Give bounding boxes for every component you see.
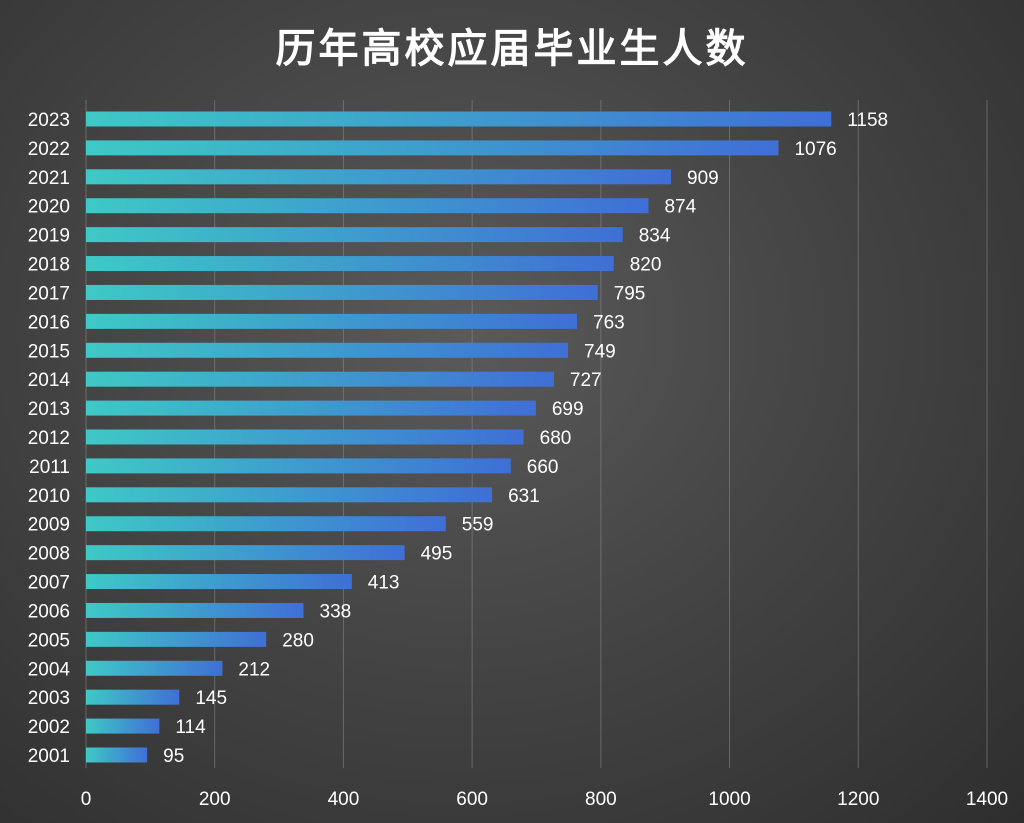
data-label: 338: [320, 601, 352, 622]
x-tick-label: 600: [456, 789, 488, 810]
data-label: 699: [552, 399, 584, 420]
x-tick-label: 1200: [837, 789, 879, 810]
category-label: 2012: [28, 428, 70, 449]
data-label: 763: [593, 312, 625, 333]
data-label: 631: [508, 486, 540, 507]
category-label: 2015: [28, 341, 70, 362]
data-label: 145: [195, 688, 227, 709]
data-label: 212: [238, 659, 270, 680]
category-label: 2013: [28, 399, 70, 420]
bar: [86, 631, 267, 647]
bar: [86, 747, 148, 763]
data-label: 1076: [794, 139, 836, 160]
category-label: 2001: [28, 746, 70, 767]
bar-layer: [86, 111, 832, 763]
category-label: 2009: [28, 515, 70, 536]
bar: [86, 660, 223, 676]
bar: [86, 689, 180, 705]
category-label: 2003: [28, 688, 70, 709]
x-tick-label: 0: [81, 789, 92, 810]
data-label: 1158: [847, 110, 888, 131]
category-label: 2010: [28, 486, 70, 507]
bar: [86, 198, 649, 214]
category-label: 2008: [28, 544, 70, 565]
data-label: 114: [175, 717, 206, 738]
data-label: 495: [421, 544, 453, 565]
data-label: 95: [163, 746, 184, 767]
category-label: 2023: [28, 110, 70, 131]
x-tick-label: 1000: [708, 789, 750, 810]
bar: [86, 371, 554, 387]
category-label: 2011: [29, 457, 70, 478]
category-label: 2021: [28, 168, 70, 189]
data-label: 795: [614, 283, 646, 304]
data-label: 749: [584, 341, 616, 362]
bar: [86, 400, 536, 416]
category-label: 2020: [28, 197, 70, 218]
x-tick-label: 800: [585, 789, 617, 810]
category-label: 2005: [28, 630, 70, 651]
category-label: 2006: [28, 601, 70, 622]
bar: [86, 516, 446, 532]
bar: [86, 602, 304, 618]
data-label: 874: [664, 197, 696, 218]
category-label: 2002: [28, 717, 70, 738]
bar: [86, 313, 578, 329]
data-label: 727: [570, 370, 602, 391]
data-label: 820: [630, 255, 662, 276]
data-label: 909: [687, 168, 719, 189]
data-label: 660: [527, 457, 559, 478]
data-label: 280: [282, 630, 314, 651]
category-label: 2018: [28, 255, 70, 276]
bar: [86, 227, 623, 243]
data-label: 559: [462, 515, 494, 536]
category-label: 2004: [28, 659, 71, 680]
category-label: 2016: [28, 312, 70, 333]
category-label: 2007: [28, 573, 70, 594]
data-label: 413: [368, 573, 400, 594]
bar: [86, 574, 352, 590]
data-label: 834: [639, 226, 671, 247]
x-tick-label: 1400: [966, 789, 1008, 810]
bar: [86, 487, 493, 503]
category-label: 2019: [28, 226, 70, 247]
chart-title: 历年高校应届毕业生人数: [275, 26, 749, 72]
x-tick-label: 200: [199, 789, 231, 810]
bar: [86, 256, 614, 272]
bar: [86, 545, 405, 561]
category-label: 2014: [28, 370, 71, 391]
bar: [86, 458, 511, 474]
bar: [86, 284, 598, 300]
bar: [86, 342, 569, 358]
bar: [86, 169, 672, 185]
label-layer: 0 200 400 600 800 1000 1200 1400 2023 1158 2022 107…: [28, 110, 1008, 810]
x-tick-label: 400: [328, 789, 360, 810]
bar: [86, 429, 524, 445]
bar: [86, 140, 779, 156]
category-label: 2022: [28, 139, 70, 160]
category-label: 2017: [28, 283, 70, 304]
bar: [86, 718, 160, 734]
data-label: 680: [540, 428, 572, 449]
bar: [86, 111, 832, 127]
